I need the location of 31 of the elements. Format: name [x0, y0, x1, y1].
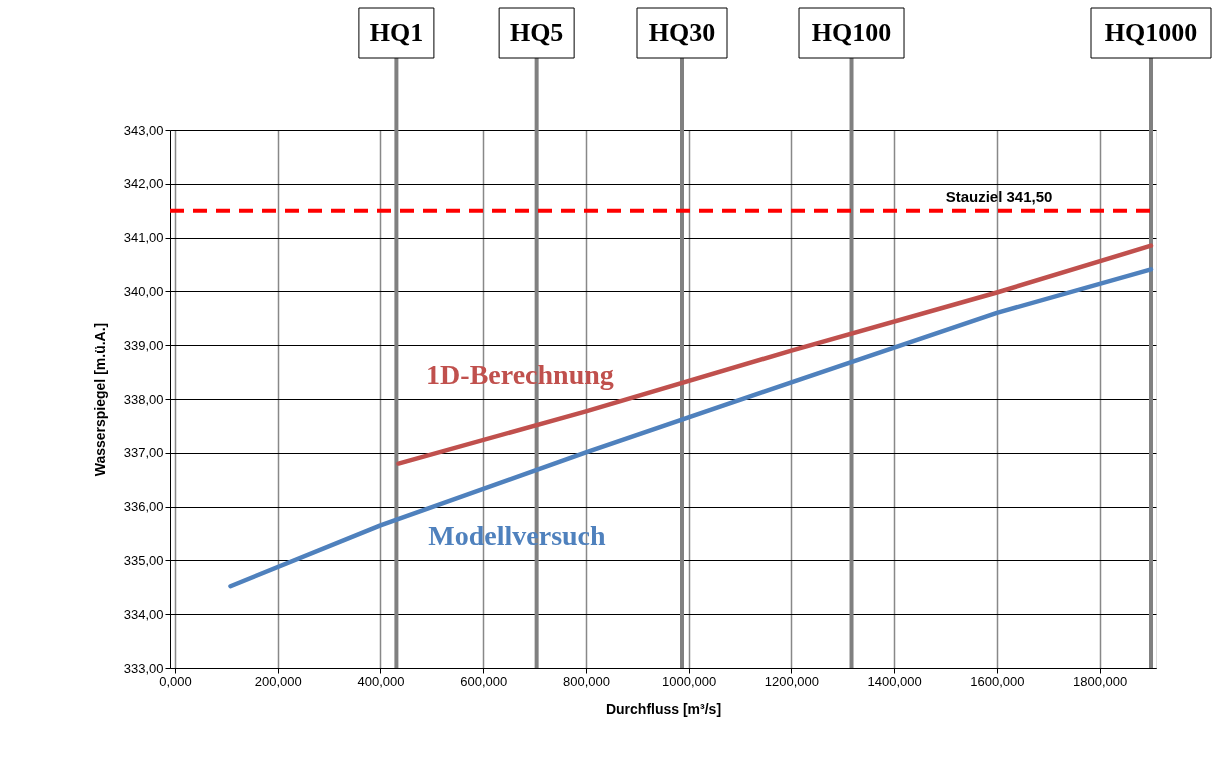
y-tick-label: 337,00 — [123, 445, 164, 461]
y-tick-label: 339,00 — [123, 337, 164, 353]
y-tick-label: 336,00 — [123, 499, 164, 515]
x-tick-label: 800,000 — [562, 673, 610, 689]
x-tick-label: 1200,000 — [764, 673, 820, 689]
x-tick-label: 1000,000 — [662, 673, 717, 689]
ref-line-label: HQ30 — [648, 18, 716, 47]
ref-line-label: HQ1000 — [1104, 18, 1198, 47]
x-axis-title: Durchfluss [m³/s] — [605, 700, 722, 717]
x-tick-label: 1600,000 — [970, 673, 1025, 689]
y-tick-label: 341,00 — [123, 230, 164, 246]
y-tick-label: 334,00 — [123, 606, 164, 622]
y-tick-label: 343,00 — [123, 122, 164, 138]
y-tick-label: 338,00 — [123, 391, 164, 407]
ref-line-label: HQ100 — [811, 18, 892, 47]
y-axis-title: Wasserspiegel [m.ü.A.] — [91, 322, 108, 477]
y-tick-label: 340,00 — [123, 283, 164, 299]
x-tick-label: 1400,000 — [867, 673, 922, 689]
x-tick-label: 600,000 — [460, 673, 508, 689]
ref-line-label: HQ5 — [509, 18, 564, 47]
x-tick-label: 400,000 — [357, 673, 405, 689]
x-tick-label: 200,000 — [254, 673, 302, 689]
y-tick-label: 333,00 — [123, 660, 164, 676]
ref-line-label: HQ1 — [369, 18, 424, 47]
x-tick-label: 1800,000 — [1073, 673, 1128, 689]
line-series — [228, 267, 1154, 589]
y-tick-label: 342,00 — [123, 176, 164, 192]
y-tick-label: 335,00 — [123, 552, 164, 568]
line-series — [396, 243, 1154, 466]
ref-line-label: Stauziel 341,50 — [945, 187, 1053, 205]
x-tick-label: 0,000 — [159, 673, 192, 689]
